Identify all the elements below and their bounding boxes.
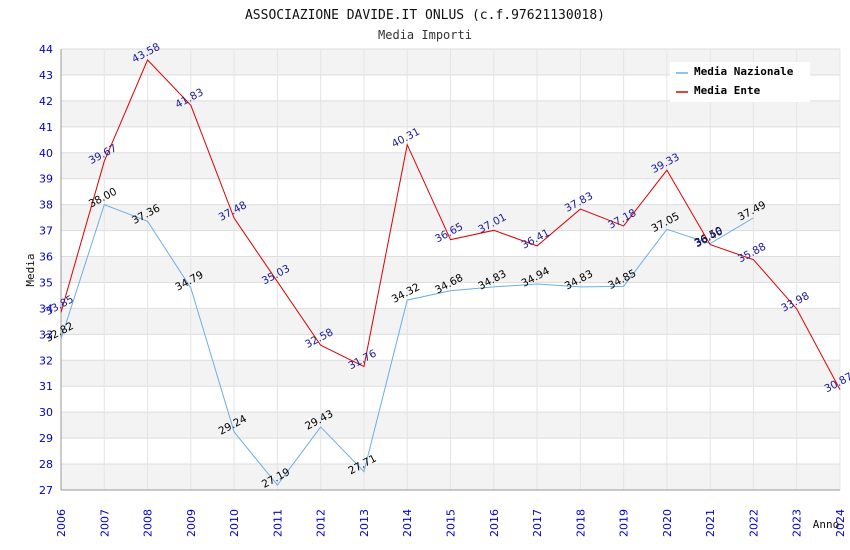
y-tick-label: 27: [39, 484, 53, 497]
x-tick-label: 2015: [445, 509, 458, 537]
y-tick-label: 35: [39, 276, 53, 289]
x-tick-label: 2014: [401, 509, 414, 537]
y-tick-label: 39: [39, 173, 53, 186]
y-tick-label: 43: [39, 69, 53, 82]
x-tick-label: 2017: [531, 509, 544, 537]
x-axis-label: Anno: [813, 518, 840, 531]
y-tick-label: 36: [39, 251, 53, 264]
x-tick-label: 2007: [98, 509, 111, 537]
axes: [60, 49, 840, 491]
y-tick-label: 44: [39, 43, 53, 56]
x-tick-label: 2020: [661, 509, 674, 537]
y-tick-label: 29: [39, 432, 53, 445]
y-tick-label: 41: [39, 121, 53, 134]
legend: Media Nazionale Media Ente: [670, 62, 810, 102]
tick-labels: 27 28 29 30 31 32 33 34 35 36 37 38 39 40 41 42 43 44 2006…: [39, 43, 847, 537]
y-tick-label: 33: [39, 328, 53, 341]
y-tick-label: 34: [39, 302, 53, 315]
y-tick-label: 30: [39, 406, 53, 419]
legend-box: [670, 62, 810, 102]
series-lines: [60, 59, 841, 486]
x-tick-label: 2010: [228, 509, 241, 537]
x-tick-label: 2013: [358, 509, 371, 537]
chart-title: ASSOCIAZIONE DAVIDE.IT ONLUS (c.f.976211…: [245, 8, 605, 23]
x-tick-label: 2022: [747, 509, 760, 537]
x-tick-label: 2011: [271, 509, 284, 537]
x-tick-label: 2012: [315, 509, 328, 537]
legend-label-media-nazionale: Media Nazionale: [694, 65, 794, 78]
x-tick-label: 2019: [618, 509, 631, 537]
x-tick-label: 2006: [55, 509, 68, 537]
x-tick-label: 2021: [704, 509, 717, 537]
y-tick-label: 31: [39, 380, 53, 393]
y-tick-label: 28: [39, 458, 53, 471]
y-tick-label: 42: [39, 95, 53, 108]
y-tick-label: 37: [39, 225, 53, 238]
x-tick-label: 2018: [574, 509, 587, 537]
series-line-media-nazionale: [60, 203, 754, 486]
y-tick-label: 40: [39, 147, 53, 160]
x-tick-label: 2009: [185, 509, 198, 537]
x-tick-label: 2023: [791, 509, 804, 537]
chart-subtitle: Media Importi: [378, 28, 472, 42]
x-tick-label: 2016: [488, 509, 501, 537]
series-line-media-ente: [60, 59, 841, 390]
grid-lines: [60, 48, 841, 491]
x-tick-label: 2024: [834, 509, 847, 537]
y-axis-label: Media: [24, 253, 37, 286]
y-tick-label: 38: [39, 199, 53, 212]
legend-label-media-ente: Media Ente: [694, 84, 761, 97]
y-tick-label: 32: [39, 354, 53, 367]
x-tick-label: 2008: [142, 509, 155, 537]
